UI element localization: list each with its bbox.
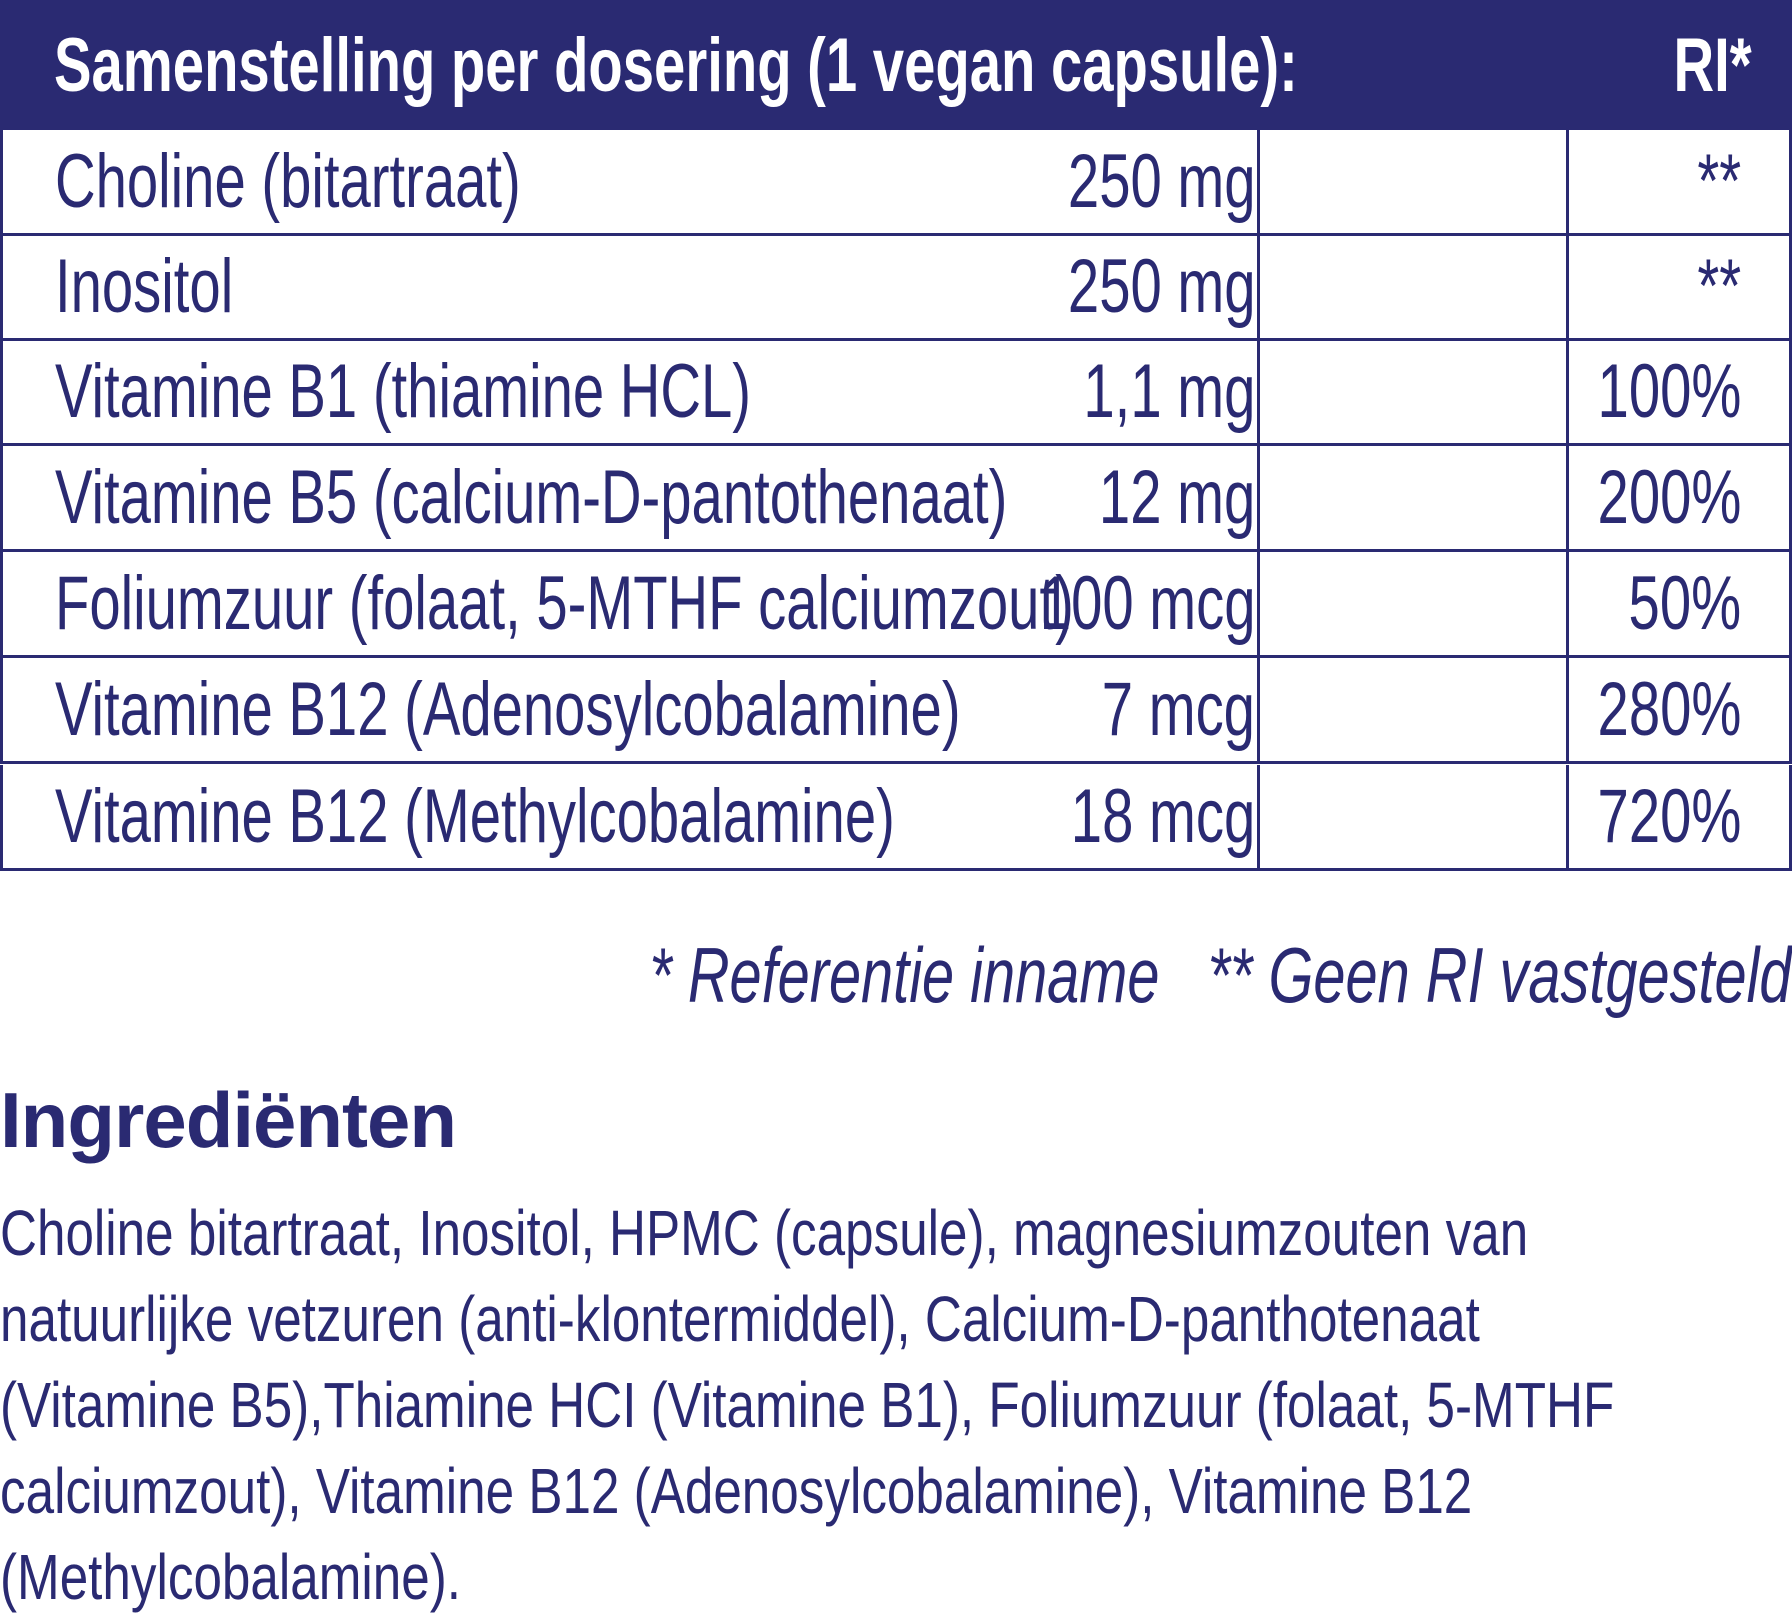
- nutrient-amount: 1,1 mg: [1083, 349, 1255, 434]
- column-divider: [1566, 446, 1569, 549]
- table-row: Vitamine B12 (Methylcobalamine) 18 mcg 720…: [0, 765, 1792, 871]
- nutrient-ri: **: [1697, 244, 1741, 329]
- column-divider: [1566, 552, 1569, 655]
- column-divider: [1257, 446, 1260, 549]
- table-row: Vitamine B1 (thiamine HCL) 1,1 mg 100%: [0, 340, 1792, 446]
- nutrient-name: Vitamine B12 (Methylcobalamine): [55, 774, 895, 859]
- nutrient-ri: 280%: [1597, 667, 1741, 752]
- column-divider: [1566, 658, 1569, 761]
- column-divider: [1257, 130, 1260, 233]
- table-row: Inositol 250 mg **: [0, 235, 1792, 341]
- nutrient-ri: 100%: [1597, 349, 1741, 434]
- nutrient-name: Vitamine B12 (Adenosylcobalamine): [55, 667, 961, 752]
- ingredients-line: Choline bitartraat, Inositol, HPMC (caps…: [0, 1197, 1529, 1269]
- table-header: Samenstelling per dosering (1 vegan caps…: [0, 0, 1792, 130]
- nutrient-name: Inositol: [55, 244, 234, 329]
- ingredients-line: (Vitamine B5),Thiamine HCI (Vitamine B1)…: [0, 1369, 1615, 1441]
- nutrient-name: Foliumzuur (folaat, 5-MTHF calciumzout): [55, 561, 1074, 646]
- nutrient-amount: 100 mcg: [1039, 561, 1255, 646]
- table-row: Foliumzuur (folaat, 5-MTHF calciumzout) 1…: [0, 552, 1792, 658]
- ingredients-text: Choline bitartraat, Inositol, HPMC (caps…: [0, 1190, 1792, 1620]
- ingredients-heading: Ingrediënten: [0, 1076, 457, 1164]
- column-divider: [1566, 130, 1569, 233]
- column-divider: [1257, 552, 1260, 655]
- ingredients-line: (Methylcobalamine).: [0, 1541, 461, 1613]
- header-title: Samenstelling per dosering (1 vegan caps…: [54, 23, 1298, 108]
- nutrient-name: Vitamine B1 (thiamine HCL): [55, 349, 752, 434]
- ingredients-line: natuurlijke vetzuren (anti-klontermiddel…: [0, 1283, 1480, 1355]
- column-divider: [1566, 765, 1569, 868]
- nutrient-amount: 7 mcg: [1101, 667, 1255, 752]
- nutrient-amount: 250 mg: [1067, 139, 1255, 224]
- nutrient-amount: 12 mg: [1098, 455, 1255, 540]
- table-row: Choline (bitartraat) 250 mg **: [0, 130, 1792, 236]
- column-divider: [1257, 235, 1260, 338]
- column-divider: [1566, 235, 1569, 338]
- ingredients-line: calciumzout), Vitamine B12 (Adenosylcoba…: [0, 1455, 1473, 1527]
- nutrient-ri: 720%: [1597, 774, 1741, 859]
- nutrient-name: Vitamine B5 (calcium-D-pantothenaat): [55, 455, 1008, 540]
- nutrient-ri: 200%: [1597, 455, 1741, 540]
- column-divider: [1566, 340, 1569, 443]
- nutrient-ri: **: [1697, 139, 1741, 224]
- nutrient-amount: 250 mg: [1067, 244, 1255, 329]
- table-row: Vitamine B5 (calcium-D-pantothenaat) 12 m…: [0, 446, 1792, 552]
- column-divider: [1257, 765, 1260, 868]
- nutrient-amount: 18 mcg: [1070, 774, 1255, 859]
- nutrient-ri: 50%: [1628, 561, 1741, 646]
- column-divider: [1257, 658, 1260, 761]
- footnote: * Referentie inname ** Geen RI vastgeste…: [649, 931, 1792, 1019]
- column-divider: [1257, 340, 1260, 443]
- nutrient-name: Choline (bitartraat): [55, 139, 521, 224]
- table-row: Vitamine B12 (Adenosylcobalamine) 7 mcg 28…: [0, 658, 1792, 764]
- header-ri: RI*: [1673, 23, 1752, 108]
